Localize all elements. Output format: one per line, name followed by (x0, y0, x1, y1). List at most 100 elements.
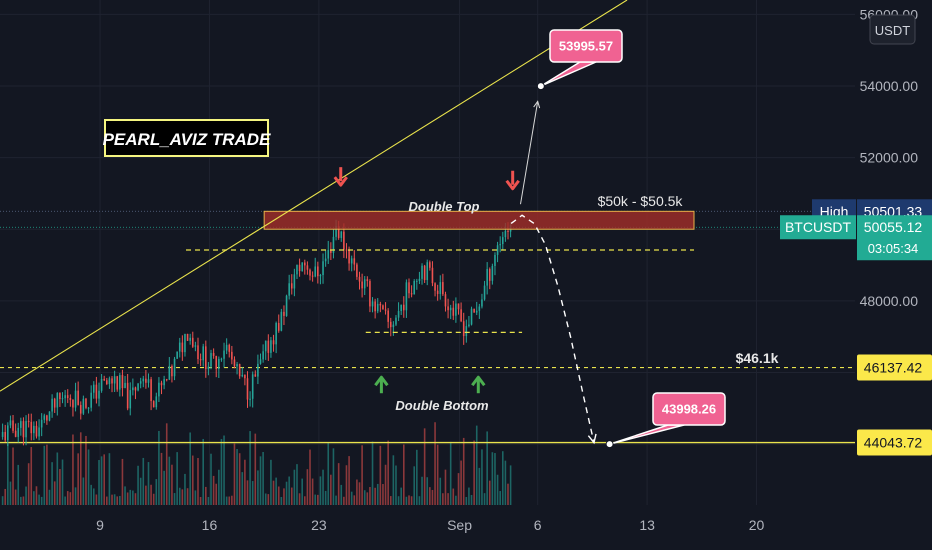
volume-bar (468, 487, 470, 505)
candle-body (337, 226, 340, 238)
candle (40, 413, 43, 437)
candle-body (387, 310, 389, 322)
candle (296, 264, 298, 279)
volume-bar (158, 430, 160, 505)
candle-body (298, 264, 301, 272)
candle-body (457, 303, 460, 310)
volume-bar (470, 495, 473, 505)
candle (113, 370, 116, 392)
candle-body (413, 280, 416, 295)
volume-bar (426, 477, 429, 505)
candle-body (421, 265, 423, 279)
candle-body (194, 345, 197, 347)
candle-body (465, 326, 468, 337)
candle-body (384, 309, 387, 311)
candle-body (82, 398, 85, 414)
green-up-arrow (471, 375, 486, 394)
currency-button[interactable]: USDT (869, 14, 916, 45)
time-axis-bg[interactable] (0, 505, 855, 550)
candle (9, 415, 12, 429)
candle-body (121, 375, 124, 389)
volume-bar (486, 431, 488, 505)
candle (189, 333, 191, 345)
candle-body (418, 278, 421, 281)
volume-bar (220, 438, 223, 505)
candle (158, 377, 160, 402)
candle (475, 301, 478, 316)
volume-bar (371, 441, 374, 505)
candle-body (353, 258, 356, 265)
candle (350, 255, 353, 272)
volume-bar (343, 496, 345, 505)
candle-body (468, 324, 470, 327)
volume-bar (25, 486, 27, 505)
volume-bar (194, 490, 197, 505)
candle-body (111, 378, 113, 384)
candle-body (317, 266, 319, 277)
candle (236, 361, 238, 375)
candle (17, 422, 20, 443)
volume-bar (236, 448, 238, 505)
candle (56, 392, 59, 416)
green-up-arrow (374, 375, 389, 394)
volume-bar (51, 462, 53, 505)
volume-bar (496, 474, 499, 505)
candle-body (92, 384, 95, 393)
volume-bar (418, 496, 421, 505)
volume-bar (173, 493, 176, 505)
volume-bar (314, 494, 317, 505)
volume-bar (462, 437, 465, 505)
candle (124, 376, 126, 389)
candle (499, 236, 501, 253)
candle-body (171, 365, 173, 377)
volume-bar (421, 476, 423, 505)
price-axis-bg[interactable] (855, 0, 932, 550)
volume-bar (85, 435, 87, 505)
red-down-arrow (333, 167, 348, 187)
currency-button-frame[interactable] (869, 14, 916, 45)
candle-body (376, 303, 379, 312)
candle (405, 279, 408, 318)
volume-bar (225, 496, 228, 505)
candle (244, 374, 246, 386)
candle-body (397, 311, 400, 318)
volume-bar (262, 452, 264, 505)
time-axis[interactable]: 9 16 23 Sep 6 13 20 (0, 505, 855, 550)
volume-bar (327, 443, 330, 505)
candle-body (267, 340, 270, 353)
candle (473, 308, 475, 313)
volume-bar (241, 472, 244, 505)
candle-body (423, 265, 426, 281)
candle (324, 250, 327, 267)
candle (486, 262, 488, 295)
currency-button-label[interactable]: USDT (875, 23, 910, 38)
volume-bar (249, 431, 251, 505)
candle (382, 304, 384, 310)
candle (202, 343, 204, 367)
candle-body (382, 305, 384, 310)
candle (163, 375, 165, 390)
volume-bar (267, 494, 270, 505)
candle-body (197, 345, 199, 360)
candle-body (283, 311, 285, 316)
candle-body (25, 421, 27, 438)
level-price-tag: 46137.42 (857, 354, 932, 381)
candle (494, 252, 496, 276)
price-callout: 43998.26 (605, 392, 726, 449)
volume-bar (504, 460, 507, 505)
volume-bar (389, 496, 392, 505)
candle-body (163, 379, 165, 386)
candle-body (210, 353, 212, 367)
candle-body (124, 382, 126, 389)
volume-bar (64, 496, 66, 505)
volume-bar (332, 448, 335, 505)
candle-body (311, 275, 314, 277)
volume-bar (283, 488, 285, 505)
price-tick-label: 54000.00 (860, 78, 919, 94)
price-axis[interactable]: 56000.0054000.0052000.0048000.00USDTHigh… (780, 0, 932, 550)
candle (460, 302, 462, 323)
candle (12, 415, 14, 434)
volume-bar (61, 459, 64, 505)
candle-body (64, 395, 66, 399)
